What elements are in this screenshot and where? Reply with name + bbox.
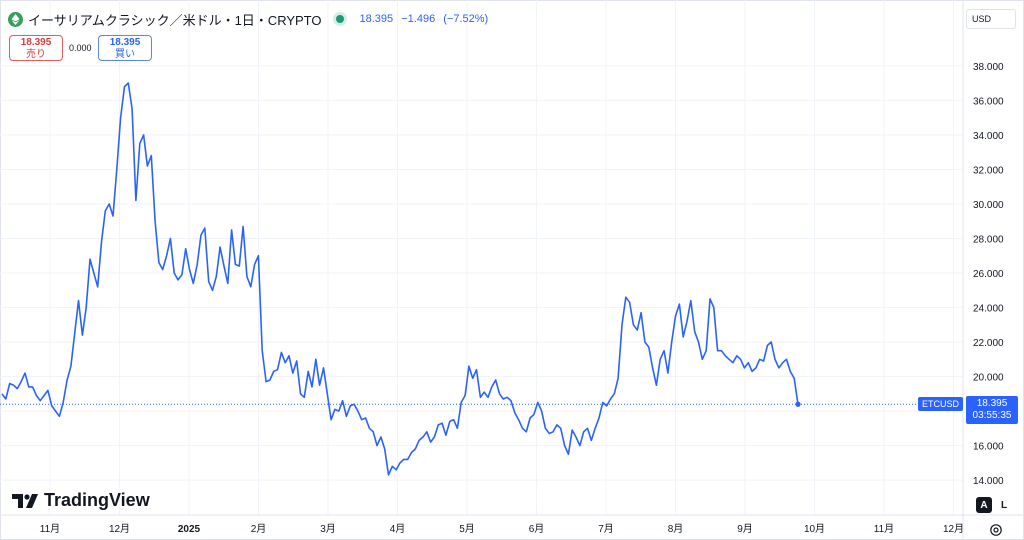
price-tick-label: 38.000 <box>973 62 1004 73</box>
time-tick-label: 7月 <box>598 523 614 535</box>
sell-price: 18.395 <box>20 37 52 48</box>
header-price: 18.395 <box>359 13 394 25</box>
time-tick-label: 6月 <box>529 523 545 535</box>
chart-settings-gear-icon[interactable] <box>989 523 1003 537</box>
header-quote: 18.395 −1.496 (−7.52%) <box>360 13 494 25</box>
time-tick-label: 11月 <box>40 523 60 535</box>
time-tick-label: 8月 <box>668 523 684 535</box>
price-tick-label: 36.000 <box>973 96 1004 107</box>
price-tick-label: 32.000 <box>973 165 1004 176</box>
last-price-dot <box>795 401 801 407</box>
last-price-tag: 18.395 03:55:35 <box>966 396 1018 425</box>
bar-countdown: 03:55:35 <box>972 410 1012 422</box>
sell-label: 売り <box>26 49 46 60</box>
symbol-title[interactable]: イーサリアムクラシック／米ドル・1日・CRYPTO <box>28 12 322 28</box>
tradingview-logo-icon <box>12 493 38 508</box>
time-tick-label: 10月 <box>804 523 825 535</box>
price-tick-label: 14.000 <box>973 476 1004 487</box>
price-tick-label: 26.000 <box>973 269 1004 280</box>
time-tick-label: 12月 <box>109 523 130 535</box>
chart-header: イーサリアムクラシック／米ドル・1日・CRYPTO 18.395 −1.496 … <box>8 9 493 29</box>
etc-coin-icon <box>8 11 23 27</box>
time-tick-label: 4月 <box>390 523 406 535</box>
symbol-price-tag: ETCUSD <box>918 397 963 412</box>
time-tick-label: 2025 <box>178 524 201 535</box>
spread-value: 0.000 <box>69 43 92 53</box>
price-tick-label: 22.000 <box>973 338 1004 349</box>
currency-select[interactable]: USD <box>966 9 1016 29</box>
time-tick-label: 3月 <box>320 523 336 535</box>
time-tick-label: 5月 <box>459 523 475 535</box>
time-axis[interactable]: 11月 12月 2025 2月 3月 4月 5月 6月 7月 8月 9月 10月 11月 12月 <box>40 523 964 535</box>
currency-label: USD <box>972 14 992 24</box>
time-tick-label: 9月 <box>737 523 753 535</box>
price-tick-label: 20.000 <box>973 373 1004 384</box>
price-tick-label: 16.000 <box>973 442 1004 453</box>
tradingview-logo[interactable]: TradingView <box>12 490 150 511</box>
price-series-line <box>1 82 799 476</box>
market-open-dot-icon <box>335 15 344 23</box>
header-change-pct: (−7.52%) <box>443 13 489 25</box>
grid-lines <box>0 0 963 515</box>
price-tick-label: 30.000 <box>973 200 1004 211</box>
time-tick-label: 11月 <box>874 523 894 535</box>
price-tick-label: 24.000 <box>973 304 1004 315</box>
buy-label: 買い <box>115 49 135 60</box>
buy-button[interactable]: 18.395 買い <box>98 35 152 61</box>
auto-scale-button[interactable]: A <box>976 497 992 513</box>
sell-button[interactable]: 18.395 売り <box>9 35 63 61</box>
logo-text: TradingView <box>44 490 150 510</box>
last-price-value: 18.395 <box>976 398 1008 410</box>
header-change: −1.496 <box>401 13 436 25</box>
time-tick-label: 2月 <box>251 523 267 535</box>
buy-price: 18.395 <box>109 37 141 48</box>
price-tick-label: 28.000 <box>973 234 1004 245</box>
log-scale-button[interactable]: L <box>1000 499 1008 511</box>
price-tick-label: 34.000 <box>973 131 1004 142</box>
time-tick-label: 12月 <box>943 523 964 535</box>
